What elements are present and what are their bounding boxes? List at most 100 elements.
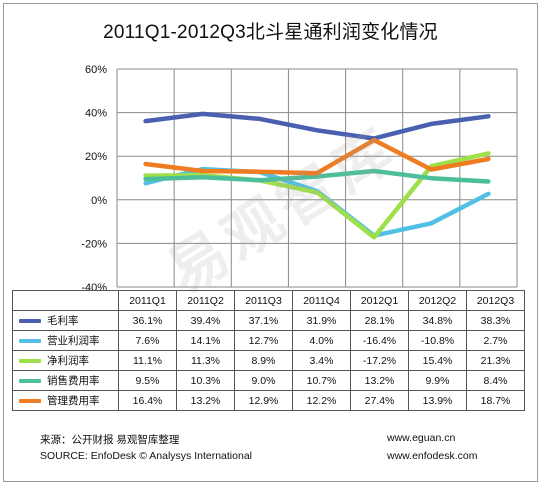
legend-entry: 营业利润率	[12, 330, 119, 351]
legend-entry: 管理费用率	[12, 390, 119, 411]
y-tick-label: 0%	[91, 195, 107, 207]
data-point	[258, 170, 262, 174]
data-label: 8.4%	[466, 370, 525, 391]
x-tick-label: 2012Q2	[408, 290, 467, 311]
series-name: 销售费用率	[47, 375, 100, 387]
data-label: 28.1%	[350, 310, 409, 331]
data-label: 39.4%	[176, 310, 235, 331]
data-label: 27.4%	[350, 390, 409, 411]
data-point	[144, 177, 148, 181]
data-label: 13.2%	[350, 370, 409, 391]
table-row: 毛利率 36.1% 39.4% 37.1% 31.9% 28.1% 34.8% 38.3%	[12, 310, 525, 331]
data-label: 16.4%	[118, 390, 177, 411]
data-point	[372, 138, 376, 142]
data-label: 2.7%	[466, 330, 525, 351]
data-label: 34.8%	[408, 310, 467, 331]
data-label: 14.1%	[176, 330, 235, 351]
data-label: 3.4%	[292, 350, 351, 371]
data-label: 8.9%	[234, 350, 293, 371]
data-label: 9.9%	[408, 370, 467, 391]
source-en: SOURCE: EnfoDesk © Analysys Internationa…	[40, 450, 252, 462]
legend-swatch	[19, 339, 41, 344]
table-corner	[12, 290, 119, 311]
data-label: 18.7%	[466, 390, 525, 411]
legend-entry: 净利润率	[12, 350, 119, 371]
x-tick-label: 2011Q1	[118, 290, 177, 311]
legend-entry: 毛利率	[12, 310, 119, 331]
legend-swatch	[19, 379, 41, 384]
data-label: 9.0%	[234, 370, 293, 391]
x-tick-label: 2011Q4	[292, 290, 351, 311]
legend-swatch	[19, 359, 41, 364]
data-point	[486, 157, 490, 161]
table-row: 净利润率 11.1% 11.3% 8.9% 3.4% -17.2% 15.4% 21.3%	[12, 350, 525, 371]
data-label: -16.4%	[350, 330, 409, 351]
data-label: 15.4%	[408, 350, 467, 371]
data-label: 11.1%	[118, 350, 177, 371]
y-tick-label: 20%	[85, 151, 107, 163]
data-point	[144, 162, 148, 166]
data-point	[201, 175, 205, 179]
data-point	[429, 167, 433, 171]
data-point	[372, 169, 376, 173]
data-label: -17.2%	[350, 350, 409, 371]
chart-frame: 2011Q1-2012Q3北斗星通利润变化情况 -40% -20% 0% 20% 40%…	[3, 3, 538, 482]
data-label: 9.5%	[118, 370, 177, 391]
data-label: 7.6%	[118, 330, 177, 351]
data-point	[144, 181, 148, 185]
table-header-row: 2011Q1 2011Q2 2011Q3 2011Q4 2012Q1 2012Q2 2012…	[12, 290, 525, 311]
data-label: 13.2%	[176, 390, 235, 411]
y-tick-label: 40%	[85, 108, 107, 120]
table-row: 营业利润率 7.6% 14.1% 12.7% 4.0% -16.4% -10.8% 2.7%	[12, 330, 525, 351]
data-point	[486, 114, 490, 118]
data-point	[372, 235, 376, 239]
plot-area: -40%-20%0%20%40%60%	[81, 64, 518, 294]
data-point	[315, 190, 319, 194]
data-point	[315, 174, 319, 178]
data-label: 37.1%	[234, 310, 293, 331]
data-label: -10.8%	[408, 330, 467, 351]
data-point	[315, 171, 319, 175]
data-point	[486, 192, 490, 196]
url-eguan: www.eguan.cn	[387, 432, 456, 444]
data-label: 10.3%	[176, 370, 235, 391]
data-point	[429, 221, 433, 225]
data-label: 31.9%	[292, 310, 351, 331]
data-point	[486, 179, 490, 183]
legend-swatch	[19, 399, 41, 404]
series-line-1	[143, 111, 491, 141]
data-label: 12.7%	[234, 330, 293, 351]
source-cn: 来源：公开财报 易观智库整理	[40, 434, 180, 446]
y-tick-label: 60%	[85, 64, 107, 76]
series-name: 管理费用率	[47, 395, 100, 407]
x-tick-label: 2012Q3	[466, 290, 525, 311]
data-point	[201, 169, 205, 173]
data-label: 36.1%	[118, 310, 177, 331]
data-label: 12.2%	[292, 390, 351, 411]
y-tick-label: -20%	[81, 238, 107, 250]
data-point	[486, 151, 490, 155]
legend-swatch	[19, 319, 41, 324]
data-point	[429, 122, 433, 126]
series-name: 毛利率	[47, 315, 79, 327]
table-row: 管理费用率 16.4% 13.2% 12.9% 12.2% 27.4% 13.9% 18.7%	[12, 390, 525, 411]
data-point	[429, 176, 433, 180]
data-label: 38.3%	[466, 310, 525, 331]
x-tick-label: 2011Q2	[176, 290, 235, 311]
table-row: 销售费用率 9.5% 10.3% 9.0% 10.7% 13.2% 9.9% 8.4%	[12, 370, 525, 391]
data-point	[258, 178, 262, 182]
data-label: 12.9%	[234, 390, 293, 411]
series-line-3	[143, 151, 491, 240]
data-table: 2011Q1 2011Q2 2011Q3 2011Q4 2012Q1 2012Q2 2012…	[12, 290, 525, 411]
x-tick-label: 2012Q1	[350, 290, 409, 311]
series-name: 营业利润率	[47, 335, 100, 347]
data-label: 4.0%	[292, 330, 351, 351]
legend-entry: 销售费用率	[12, 370, 119, 391]
data-label: 21.3%	[466, 350, 525, 371]
data-point	[201, 112, 205, 116]
data-point	[258, 117, 262, 121]
data-label: 13.9%	[408, 390, 467, 411]
data-point	[144, 119, 148, 123]
chart-title: 2011Q1-2012Q3北斗星通利润变化情况	[103, 22, 438, 43]
data-point	[315, 128, 319, 132]
